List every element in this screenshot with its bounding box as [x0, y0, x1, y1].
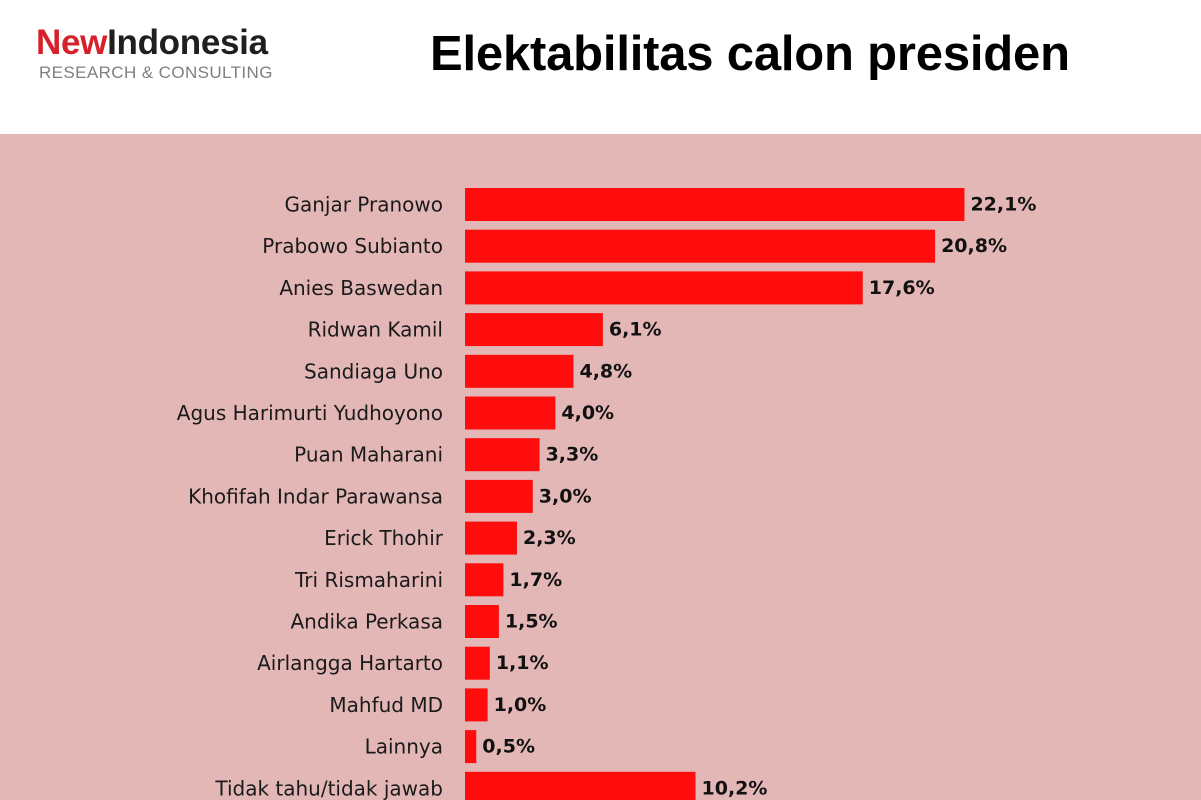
category-label: Puan Maharani: [294, 443, 443, 467]
bar: [465, 354, 574, 388]
header: NewIndonesia RESEARCH & CONSULTING Elekt…: [0, 0, 1201, 134]
value-label: 1,1%: [496, 652, 549, 674]
value-label: 1,0%: [494, 694, 547, 716]
value-label: 6,1%: [609, 319, 662, 341]
category-label: Mahfud MD: [329, 693, 443, 717]
value-label: 20,8%: [941, 235, 1007, 257]
logo-new: New: [36, 23, 108, 62]
logo-subtitle: RESEARCH & CONSULTING: [39, 63, 273, 82]
value-label: 2,3%: [523, 527, 576, 549]
bar: [465, 438, 540, 472]
value-label: 4,0%: [561, 402, 614, 424]
value-label: 1,7%: [509, 569, 562, 591]
bar: [465, 396, 556, 430]
category-label: Tri Rismaharini: [294, 568, 443, 592]
bar: [465, 605, 499, 638]
logo-indonesia: Indonesia: [107, 23, 268, 62]
bar: [465, 521, 517, 555]
category-label: Lainnya: [365, 735, 443, 759]
bar: [465, 229, 936, 263]
value-label: 17,6%: [869, 277, 935, 299]
newindonesia-logo: NewIndonesia RESEARCH & CONSULTING: [36, 24, 273, 83]
value-label: 10,2%: [702, 777, 768, 799]
logo-wordmark: NewIndonesia: [36, 24, 273, 62]
category-label: Khofifah Indar Parawansa: [188, 484, 443, 508]
category-label: Tidak tahu/tidak jawab: [214, 776, 443, 800]
bar: [465, 563, 504, 597]
bar: [465, 730, 477, 764]
bar: [465, 688, 488, 722]
category-label: Anies Baswedan: [279, 276, 443, 300]
value-label: 22,1%: [970, 194, 1036, 216]
category-label: Airlangga Hartarto: [257, 651, 443, 675]
bar: [465, 188, 965, 221]
bar: [465, 771, 696, 800]
value-label: 4,8%: [579, 360, 632, 382]
value-label: 3,3%: [546, 444, 599, 466]
category-label: Prabowo Subianto: [262, 234, 443, 258]
category-label: Andika Perkasa: [291, 610, 444, 634]
bar: [465, 313, 603, 347]
category-label: Ridwan Kamil: [308, 318, 443, 342]
category-label: Ganjar Pranowo: [284, 193, 443, 217]
category-label: Agus Harimurti Yudhoyono: [177, 401, 443, 425]
category-label: Sandiaga Uno: [304, 359, 443, 383]
bar: [465, 646, 490, 680]
value-label: 0,5%: [482, 736, 535, 758]
value-label: 1,5%: [505, 611, 558, 633]
value-label: 3,0%: [539, 485, 592, 507]
category-label: Erick Thohir: [324, 526, 444, 550]
bar: [465, 479, 533, 513]
bar: [465, 271, 863, 305]
chart-title: Elektabilitas calon presiden: [430, 27, 1070, 81]
